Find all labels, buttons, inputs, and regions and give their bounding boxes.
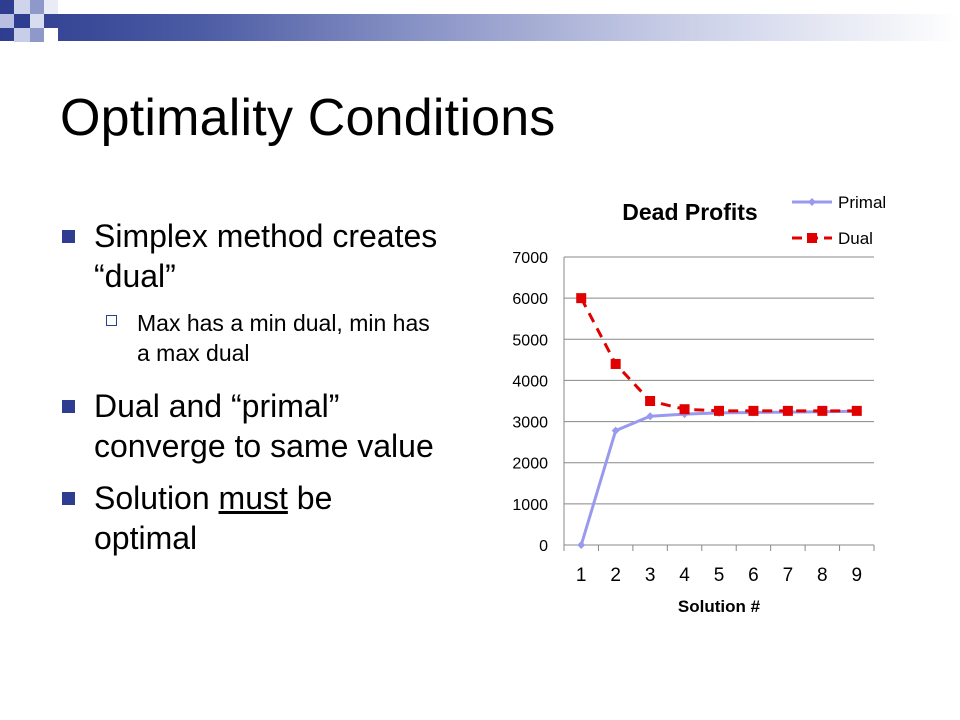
bullet-item: Solution must be optimal [60, 478, 440, 558]
axes [563, 257, 875, 551]
x-tick-labels: 1 2 3 4 5 6 7 8 9 [576, 565, 862, 586]
y-tick-label: 4000 [512, 373, 548, 390]
deco-square [14, 14, 30, 28]
series-line-dual [579, 297, 857, 413]
line-chart: Dead Profits 0 1000 2000 3000 4000 5000 6000 70… [470, 170, 920, 630]
deco-square [30, 0, 44, 14]
x-tick-label: 2 [610, 565, 621, 586]
chart-title: Dead Profits [622, 199, 757, 225]
y-tick-label: 5000 [512, 332, 548, 349]
x-tick-label: 6 [748, 565, 759, 586]
deco-square [14, 0, 30, 14]
y-tick-label: 6000 [512, 291, 548, 308]
x-tick-label: 1 [576, 565, 587, 586]
legend-marker [807, 233, 817, 243]
deco-square [30, 28, 44, 42]
y-tick-labels: 0 1000 2000 3000 4000 5000 6000 7000 [512, 250, 548, 555]
underlined-word: must [218, 480, 288, 516]
data-point-primal [611, 426, 620, 435]
x-axis-label: Solution # [678, 597, 761, 616]
header-gradient-band [0, 14, 960, 41]
bullet-text: Solution [94, 480, 219, 516]
deco-square [44, 0, 58, 14]
deco-square [14, 28, 30, 42]
sub-bullet-item: Max has a min dual, min has a max dual [60, 308, 440, 368]
bullet-list: Simplex method creates “dual” Max has a … [60, 216, 440, 570]
deco-square [0, 0, 14, 14]
legend-label: Dual [838, 229, 873, 248]
y-tick-label: 1000 [512, 497, 548, 514]
legend-label: Primal [838, 193, 886, 212]
bullet-text: be optimal [94, 480, 333, 556]
y-tick-label: 0 [539, 538, 548, 555]
data-point-dual [851, 405, 862, 416]
grid-lines [564, 256, 874, 546]
data-point-dual [610, 358, 621, 369]
x-tick-label: 8 [817, 565, 828, 586]
data-point-primal [577, 541, 586, 549]
data-point-dual [645, 396, 656, 406]
header-decoration [0, 0, 960, 60]
data-point-dual [576, 293, 587, 304]
series-group [576, 293, 862, 549]
y-tick-label: 2000 [512, 456, 548, 473]
deco-square [0, 14, 14, 28]
data-point-dual [714, 405, 724, 416]
bullet-item: Simplex method creates “dual” [60, 216, 440, 296]
data-point-dual [817, 405, 828, 416]
y-tick-label: 3000 [512, 415, 548, 432]
bullet-item: Dual and “primal” converge to same value [60, 386, 440, 466]
data-point-primal [646, 412, 655, 421]
y-tick-label: 7000 [512, 250, 548, 267]
legend: Primal Dual [792, 193, 886, 248]
x-tick-label: 9 [851, 565, 862, 586]
deco-square [30, 14, 44, 28]
data-point-dual [782, 405, 793, 416]
data-point-dual [679, 404, 690, 415]
slide-title: Optimality Conditions [60, 89, 556, 147]
x-tick-label: 3 [645, 565, 656, 586]
x-tick-label: 5 [714, 565, 725, 586]
x-tick-label: 7 [783, 565, 794, 586]
chart-svg: Dead Profits 010002000300040005000600070… [512, 193, 886, 616]
data-point-dual [748, 405, 759, 416]
legend-marker [808, 198, 816, 206]
deco-square [44, 28, 58, 42]
series-line-primal [579, 409, 857, 546]
x-tick-label: 4 [679, 565, 690, 586]
